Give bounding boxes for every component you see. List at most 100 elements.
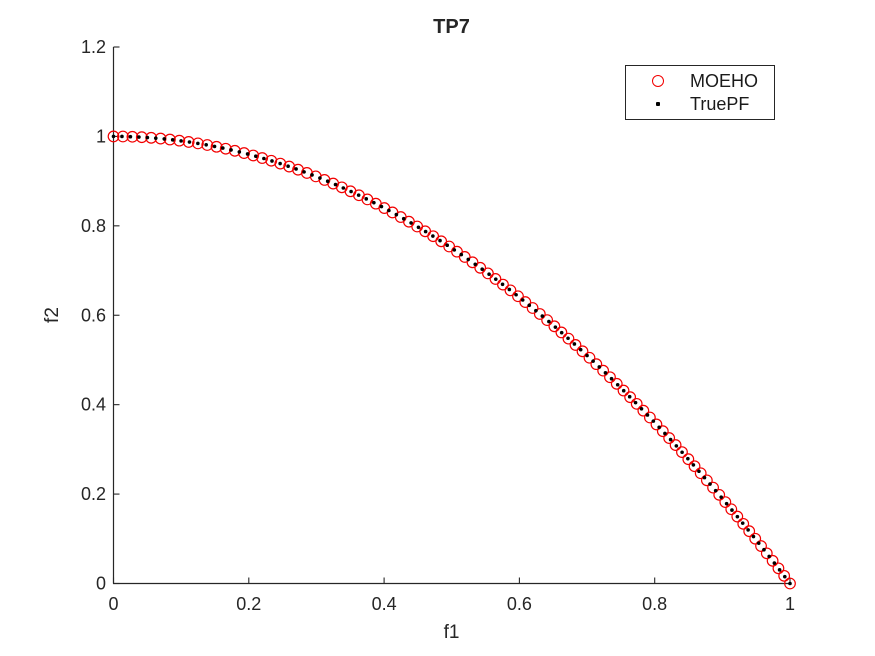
truepf-marker bbox=[615, 382, 620, 387]
truepf-marker bbox=[111, 134, 116, 139]
truepf-marker bbox=[187, 140, 192, 144]
truepf-marker bbox=[527, 303, 532, 308]
moeho-marker bbox=[274, 157, 287, 170]
truepf-marker bbox=[547, 319, 551, 324]
truepf-marker bbox=[514, 292, 518, 297]
truepf-marker bbox=[697, 469, 701, 474]
truepf-marker bbox=[204, 143, 208, 147]
moeho-marker bbox=[182, 136, 195, 148]
truepf-marker bbox=[179, 139, 183, 143]
truepf-marker bbox=[609, 376, 614, 381]
legend-entry-truepf: TruePF bbox=[626, 93, 774, 116]
dot-marker-icon bbox=[656, 102, 660, 106]
truepf-marker bbox=[566, 336, 570, 341]
moeho-marker bbox=[772, 562, 785, 575]
x-tick-label: 0.2 bbox=[236, 594, 261, 614]
moeho-marker bbox=[749, 532, 762, 545]
truepf-marker bbox=[639, 406, 644, 411]
truepf-marker bbox=[170, 138, 175, 142]
truepf-marker bbox=[708, 482, 712, 486]
chart-title: TP7 bbox=[433, 16, 470, 38]
y-tick-label: 0.4 bbox=[81, 395, 106, 415]
x-tick-label: 1 bbox=[785, 594, 795, 614]
truepf-marker bbox=[325, 179, 330, 184]
truepf-marker bbox=[767, 554, 771, 559]
truepf-marker bbox=[674, 444, 679, 448]
truepf-marker bbox=[480, 267, 484, 272]
truepf-marker bbox=[253, 154, 258, 158]
y-tick-label: 1.2 bbox=[81, 37, 106, 57]
truepf-marker bbox=[401, 216, 406, 221]
truepf-marker bbox=[286, 164, 290, 168]
truepf-marker bbox=[713, 488, 718, 493]
truepf-marker bbox=[621, 388, 626, 393]
truepf-marker bbox=[237, 150, 242, 154]
moeho-marker bbox=[512, 290, 524, 303]
truepf-marker bbox=[645, 413, 650, 417]
truepf-marker bbox=[534, 308, 538, 313]
truepf-marker bbox=[466, 257, 471, 262]
x-tick-label: 0.4 bbox=[372, 594, 397, 614]
truepf-marker bbox=[431, 234, 435, 238]
moeho-marker bbox=[617, 384, 630, 397]
moeho-marker bbox=[610, 377, 623, 390]
truepf-marker bbox=[145, 135, 150, 140]
moeho-marker bbox=[562, 332, 575, 345]
moeho-marker bbox=[650, 418, 663, 431]
open-circle-marker-icon bbox=[652, 75, 664, 87]
truepf-marker bbox=[493, 277, 498, 281]
moeho-marker bbox=[526, 302, 539, 314]
truepf-marker bbox=[333, 182, 338, 187]
truepf-marker bbox=[735, 514, 740, 519]
moeho-marker bbox=[541, 314, 554, 327]
moeho-marker bbox=[760, 547, 773, 560]
truepf-marker bbox=[578, 347, 583, 352]
truepf-marker bbox=[364, 197, 369, 201]
truepf-marker bbox=[221, 146, 225, 150]
truepf-marker bbox=[245, 152, 250, 156]
truepf-marker bbox=[394, 212, 399, 217]
truepf-marker bbox=[724, 501, 729, 506]
legend: MOEHO TruePF bbox=[625, 65, 775, 120]
x-tick-label: 0.6 bbox=[507, 594, 532, 614]
truepf-marker bbox=[473, 262, 478, 267]
moeho-marker bbox=[555, 326, 568, 339]
truepf-marker bbox=[229, 148, 233, 152]
truepf-marker bbox=[372, 200, 376, 205]
moeho-marker bbox=[731, 510, 744, 523]
truepf-marker bbox=[262, 156, 266, 161]
y-tick-label: 0 bbox=[96, 574, 106, 594]
truepf-marker bbox=[633, 400, 638, 405]
truepf-marker bbox=[553, 325, 558, 329]
y-tick-label: 0.6 bbox=[81, 305, 106, 325]
moeho-marker bbox=[192, 137, 204, 150]
truepf-marker bbox=[651, 419, 656, 423]
truepf-marker bbox=[591, 359, 595, 363]
truepf-marker bbox=[740, 521, 745, 525]
truepf-marker bbox=[162, 137, 167, 141]
truepf-marker bbox=[356, 193, 361, 197]
truepf-marker bbox=[459, 252, 464, 257]
truepf-marker bbox=[520, 298, 525, 302]
moeho-marker bbox=[489, 273, 502, 285]
moeho-marker bbox=[482, 267, 494, 280]
moeho-marker bbox=[256, 152, 269, 164]
moeho-marker bbox=[669, 439, 682, 451]
moeho-marker bbox=[569, 339, 582, 351]
truepf-marker bbox=[452, 248, 457, 252]
truepf-marker bbox=[657, 425, 661, 430]
moeho-marker bbox=[643, 411, 656, 424]
truepf-marker bbox=[668, 437, 673, 442]
moeho-marker bbox=[784, 577, 796, 590]
truepf-marker bbox=[719, 495, 723, 499]
truepf-marker bbox=[762, 547, 766, 552]
truepf-marker bbox=[379, 204, 384, 209]
moeho-marker bbox=[707, 481, 719, 494]
y-axis-label: f2 bbox=[42, 307, 63, 323]
truepf-marker bbox=[686, 456, 690, 461]
moeho-marker bbox=[766, 554, 779, 567]
truepf-marker bbox=[302, 170, 306, 174]
moeho-marker bbox=[548, 320, 561, 333]
